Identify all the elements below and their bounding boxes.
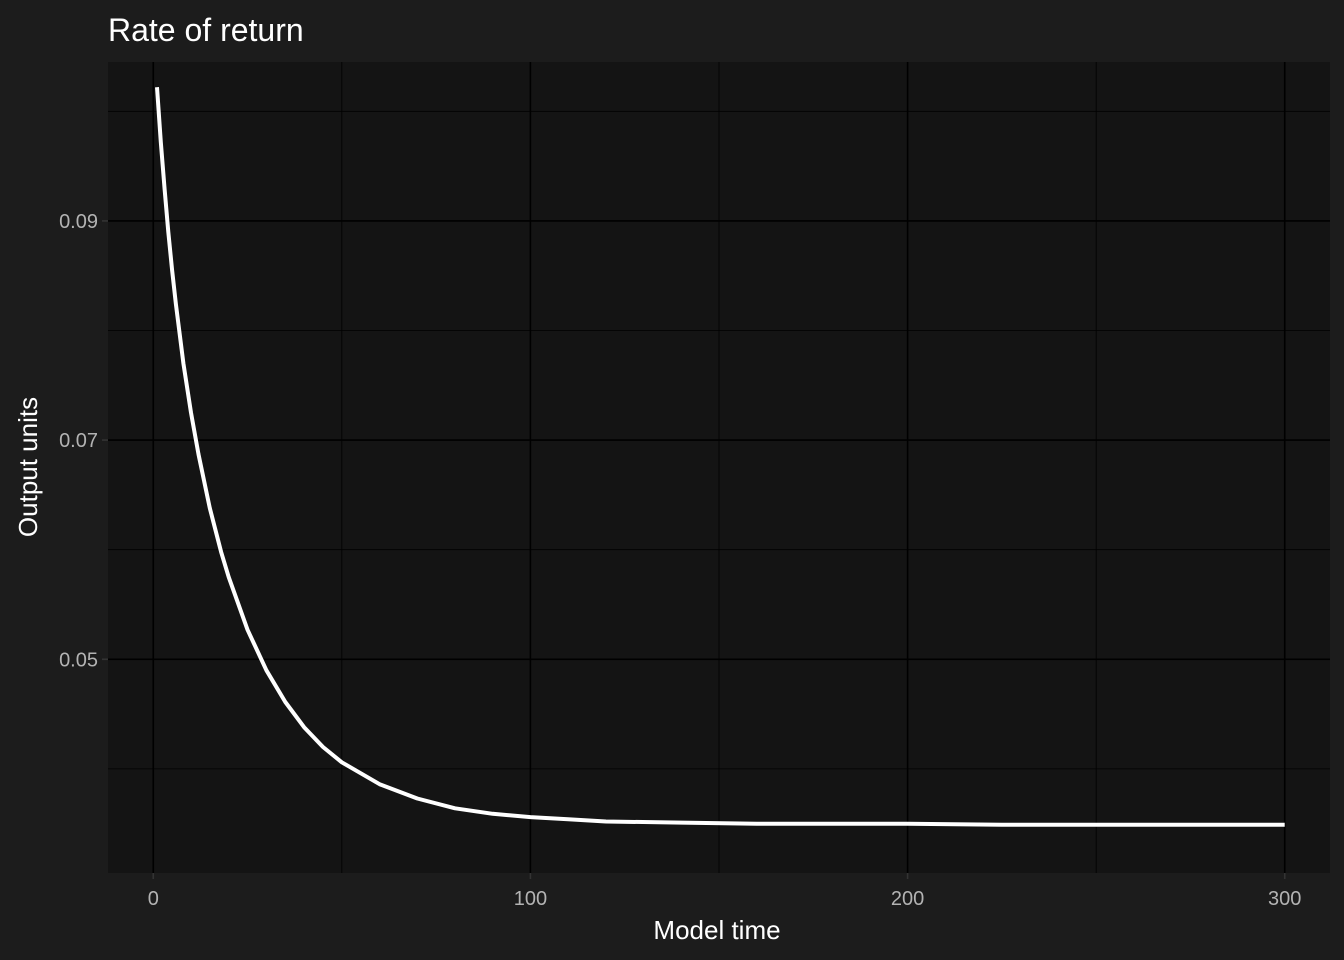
x-tick-label: 0 [148, 888, 159, 910]
x-axis-label: Model time [653, 915, 780, 945]
minor-gridlines [108, 62, 1330, 873]
y-axis: 0.05 0.07 0.09 [59, 211, 108, 671]
x-tick-label: 300 [1268, 888, 1301, 910]
x-tick-label: 100 [514, 888, 547, 910]
y-tick-label: 0.09 [59, 211, 98, 233]
x-axis: 0 100 200 300 [148, 873, 1301, 910]
y-axis-label: Output units [13, 397, 43, 537]
series-line [155, 87, 1285, 827]
series-layer [155, 87, 1285, 827]
chart-title: Rate of return [108, 12, 304, 48]
x-tick-label: 200 [891, 888, 924, 910]
y-tick-label: 0.05 [59, 649, 98, 671]
y-tick-label: 0.07 [59, 430, 98, 452]
major-gridlines [108, 62, 1330, 873]
